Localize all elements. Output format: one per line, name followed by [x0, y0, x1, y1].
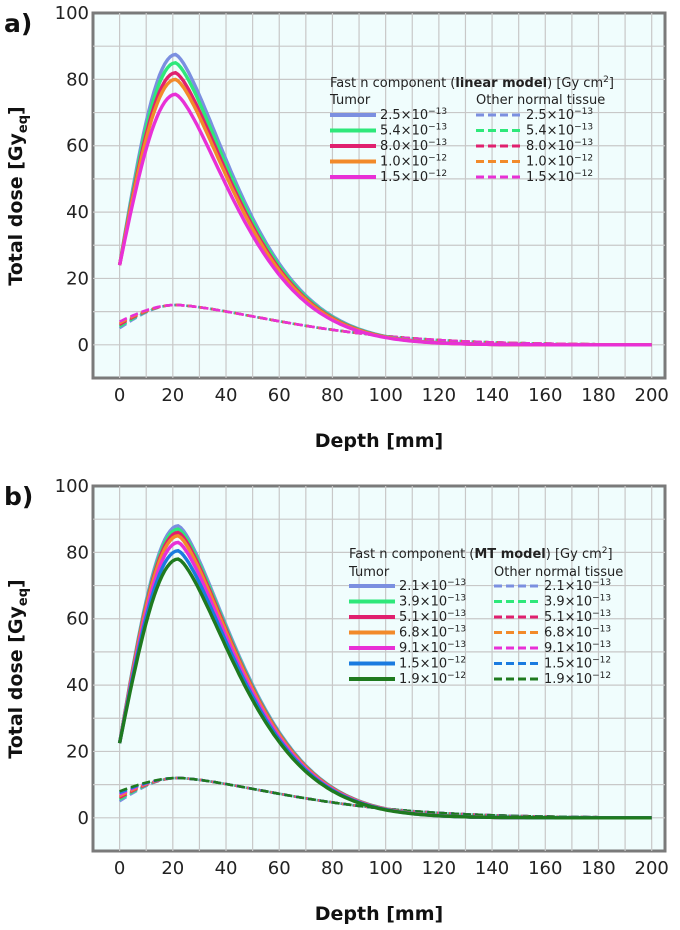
panel-b: b) 0 20 40 60 80 100 0 20 40 60 80 100 120 140 160 180…: [4, 476, 669, 925]
legend-label-tumor: 6.8×10−13: [399, 625, 466, 641]
legend-entries: 2.5×10−13 2.5×10−135.4×10−13 5.4×10−138.0×…: [330, 107, 593, 185]
y-tick-label: 40: [66, 675, 89, 696]
legend-label-tumor: 1.9×10−12: [399, 671, 466, 687]
legend-col2-header: Other normal tissue: [494, 565, 623, 580]
y-tick-label: 0: [78, 808, 89, 829]
y-axis-title: Total dose [Gyeq]: [5, 106, 31, 285]
y-tick-label: 20: [66, 741, 89, 762]
legend: Fast n component (linear model) [Gy cm2]…: [329, 75, 614, 185]
x-tick-label: 40: [215, 858, 238, 879]
y-tick-label: 40: [66, 202, 89, 223]
x-axis-title: Depth [mm]: [315, 430, 443, 452]
y-tick-label: 100: [55, 3, 89, 24]
legend-label-tumor: 5.1×10−13: [399, 609, 466, 625]
x-tick-label: 120: [422, 385, 456, 406]
y-tick-label: 0: [78, 335, 89, 356]
y-tick-labels: 0 20 40 60 80 100: [55, 476, 89, 829]
x-tick-label: 140: [475, 385, 509, 406]
y-tick-label: 60: [66, 136, 89, 157]
legend-entry: 2.1×10−13 2.1×10−13: [349, 578, 611, 594]
series-line-tumor: [117, 557, 652, 820]
panel-a: a) 0 20 40 60 80 100 0 20 40 60 80 100 120 140 160 180…: [4, 3, 669, 452]
legend-label-normal: 2.5×10−13: [526, 107, 593, 123]
legend-label-normal: 8.0×10−13: [526, 138, 593, 154]
x-tick-label: 20: [161, 858, 184, 879]
x-axis-title: Depth [mm]: [315, 903, 443, 925]
panel-label: a): [4, 9, 32, 38]
legend-label-tumor: 2.1×10−13: [399, 578, 466, 594]
legend-col2-header: Other normal tissue: [476, 93, 605, 108]
y-tick-label: 80: [66, 542, 89, 563]
x-tick-label: 200: [635, 385, 669, 406]
x-tick-label: 100: [368, 385, 402, 406]
y-tick-label: 20: [66, 268, 89, 289]
legend-label-normal: 1.5×10−12: [526, 169, 593, 185]
x-tick-label: 40: [215, 385, 238, 406]
x-tick-label: 160: [528, 858, 562, 879]
legend-label-normal: 5.1×10−13: [544, 609, 611, 625]
legend-label-normal: 1.5×10−12: [544, 656, 611, 672]
legend-title: Fast n component (MT model) [Gy cm2]: [349, 546, 613, 562]
legend-entry: 3.9×10−13 3.9×10−13: [349, 594, 611, 610]
legend-label-normal: 5.4×10−13: [526, 123, 593, 139]
legend-label-tumor: 3.9×10−13: [399, 594, 466, 610]
y-axis-title: Total dose [Gyeq]: [5, 579, 31, 758]
legend-entry: 8.0×10−13 8.0×10−13: [330, 138, 593, 154]
legend-entry: 6.8×10−13 6.8×10−13: [349, 625, 611, 641]
x-tick-label: 0: [114, 858, 125, 879]
series-line-tumor: [117, 92, 652, 347]
x-tick-label: 80: [321, 385, 344, 406]
x-tick-label: 180: [581, 385, 615, 406]
legend-label-tumor: 1.5×10−12: [380, 169, 447, 185]
legend-label-normal: 2.1×10−13: [544, 578, 611, 594]
legend-entry: 5.4×10−13 5.4×10−13: [330, 123, 593, 139]
x-tick-labels: 0 20 40 60 80 100 120 140 160 180 200: [114, 385, 669, 406]
legend-entry: 1.9×10−12 1.9×10−12: [349, 671, 611, 687]
legend: Fast n component (MT model) [Gy cm2] Tum…: [348, 546, 623, 687]
legend-entries: 2.1×10−13 2.1×10−133.9×10−13 3.9×10−135.1×…: [349, 578, 611, 687]
legend-label-normal: 1.9×10−12: [544, 671, 611, 687]
x-tick-label: 0: [114, 385, 125, 406]
y-tick-label: 60: [66, 609, 89, 630]
legend-label-normal: 3.9×10−13: [544, 594, 611, 610]
x-tick-label: 60: [268, 858, 291, 879]
legend-label-tumor: 2.5×10−13: [380, 107, 447, 123]
x-tick-label: 140: [475, 858, 509, 879]
x-tick-labels: 0 20 40 60 80 100 120 140 160 180 200: [114, 858, 669, 879]
legend-entry: 1.5×10−12 1.5×10−12: [330, 169, 593, 185]
x-tick-label: 60: [268, 385, 291, 406]
panel-label: b): [4, 482, 33, 511]
legend-entry: 1.0×10−12 1.0×10−12: [330, 154, 593, 170]
x-tick-label: 120: [422, 858, 456, 879]
y-tick-label: 80: [66, 69, 89, 90]
plot-area: [91, 484, 667, 853]
legend-title: Fast n component (linear model) [Gy cm2]: [330, 75, 614, 91]
x-tick-label: 200: [635, 858, 669, 879]
legend-label-tumor: 5.4×10−13: [380, 123, 447, 139]
legend-entry: 2.5×10−13 2.5×10−13: [330, 107, 593, 123]
legend-col1-header: Tumor: [329, 93, 371, 108]
x-tick-label: 180: [581, 858, 615, 879]
grid: [93, 13, 665, 378]
x-tick-label: 20: [161, 385, 184, 406]
legend-col1-header: Tumor: [348, 565, 390, 580]
legend-label-normal: 1.0×10−12: [526, 154, 593, 170]
legend-label-tumor: 1.5×10−12: [399, 656, 466, 672]
legend-label-tumor: 8.0×10−13: [380, 138, 447, 154]
curves: [117, 52, 652, 347]
legend-label-normal: 6.8×10−13: [544, 625, 611, 641]
legend-entry: 1.5×10−12 1.5×10−12: [349, 656, 611, 672]
y-tick-labels: 0 20 40 60 80 100: [55, 3, 89, 356]
legend-entry: 9.1×10−13 9.1×10−13: [349, 640, 611, 656]
legend-label-tumor: 1.0×10−12: [380, 154, 447, 170]
y-tick-label: 100: [55, 476, 89, 497]
legend-label-normal: 9.1×10−13: [544, 640, 611, 656]
x-tick-label: 80: [321, 858, 344, 879]
x-tick-label: 160: [528, 385, 562, 406]
curves: [117, 523, 652, 820]
legend-label-tumor: 9.1×10−13: [399, 640, 466, 656]
x-tick-label: 100: [368, 858, 402, 879]
legend-entry: 5.1×10−13 5.1×10−13: [349, 609, 611, 625]
